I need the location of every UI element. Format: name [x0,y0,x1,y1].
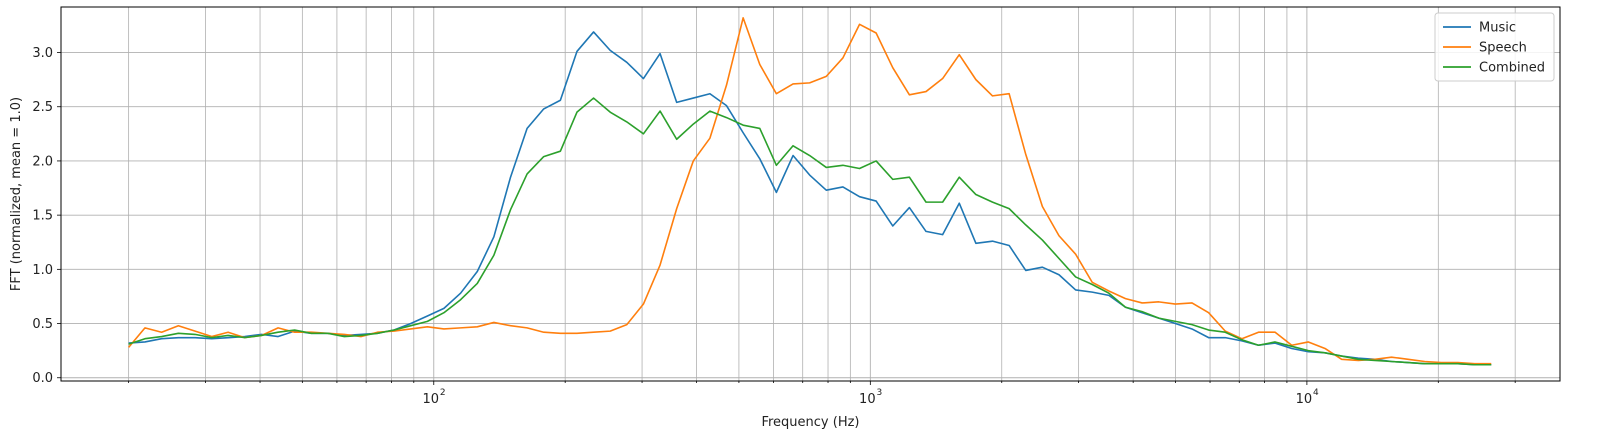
y-tick-label: 2.0 [32,154,53,169]
series-layer [128,17,1492,366]
x-tick-label: 10 [859,392,876,407]
x-tick-label: 10 [1296,392,1313,407]
legend: Music Speech Combined [1434,12,1555,82]
y-tick-label: 3.0 [32,46,53,61]
x-axis-label: Frequency (Hz) [761,415,859,430]
plot-frame [60,6,1561,382]
legend-label: Combined [1479,61,1545,76]
x-tick-label: 10 [422,392,439,407]
y-tick-label: 1.0 [32,263,53,278]
y-tick-label: 0.5 [32,317,53,332]
y-tick-label: 2.5 [32,100,53,115]
legend-label: Speech [1479,41,1527,56]
y-tick-label: 1.5 [32,209,53,224]
x-tick-label-exponent: 2 [440,388,446,398]
x-tick-label-exponent: 3 [876,388,882,398]
y-tick-label: 0.0 [32,371,53,386]
legend-box [1434,12,1555,82]
x-tick-label-exponent: 4 [1313,388,1319,398]
ticks: 10 2 10 3 10 40.00.51.01.52.02.53.0 [32,46,1516,407]
grid [61,7,1560,381]
legend-label: Music [1479,21,1516,36]
series-line-combined [128,97,1492,366]
y-axis-label: FFT (normalized, mean = 1.0) [9,97,24,291]
